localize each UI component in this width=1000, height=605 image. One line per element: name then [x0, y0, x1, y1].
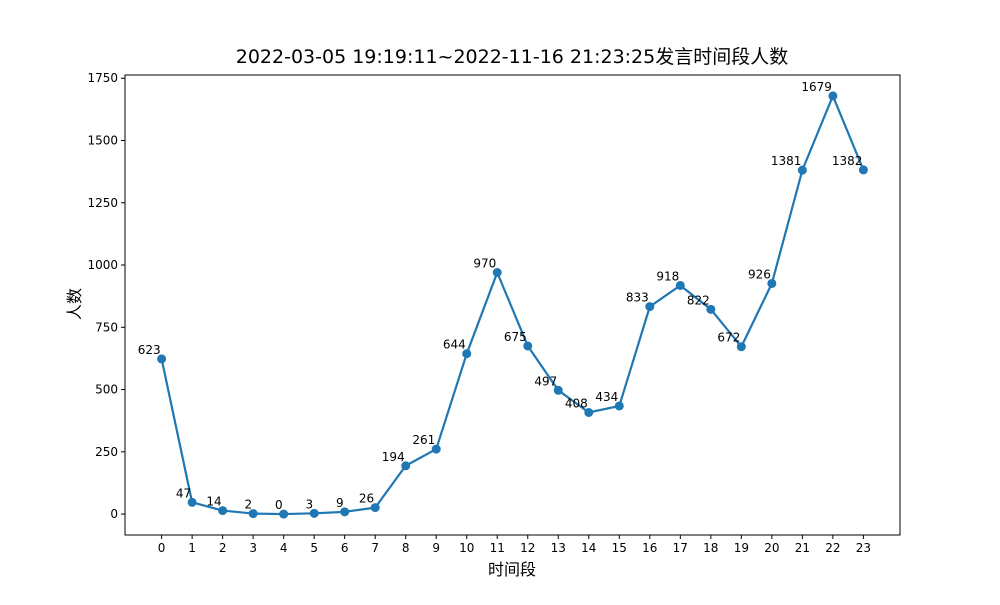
data-point	[401, 461, 411, 471]
data-label: 675	[504, 330, 527, 344]
data-label: 3	[306, 497, 314, 511]
data-point	[523, 341, 533, 351]
data-label: 0	[275, 498, 283, 512]
x-tick-label: 13	[551, 541, 566, 555]
x-tick-label: 4	[280, 541, 288, 555]
data-label: 408	[565, 396, 588, 410]
data-label: 14	[206, 495, 221, 509]
x-tick-label: 11	[490, 541, 505, 555]
x-tick-label: 14	[581, 541, 596, 555]
x-tick-label: 23	[856, 541, 871, 555]
data-label: 1679	[801, 80, 832, 94]
x-tick-label: 19	[734, 541, 749, 555]
data-point	[462, 349, 472, 359]
x-tick-label: 6	[341, 541, 349, 555]
x-tick-label: 22	[825, 541, 840, 555]
data-point	[370, 503, 380, 513]
data-point	[340, 507, 350, 517]
data-label: 672	[717, 331, 740, 345]
data-point	[492, 267, 502, 277]
data-label: 261	[412, 433, 435, 447]
y-tick-label: 1750	[87, 71, 118, 85]
x-tick-label: 0	[158, 541, 166, 555]
data-label: 2	[245, 498, 253, 512]
data-point	[797, 165, 807, 175]
data-point	[828, 91, 838, 101]
data-label: 926	[748, 267, 771, 281]
chart-title: 2022-03-05 19:19:11~2022-11-16 21:23:25发…	[236, 46, 789, 68]
x-tick-label: 20	[764, 541, 779, 555]
x-tick-label: 7	[371, 541, 379, 555]
data-label: 918	[656, 269, 679, 283]
data-label: 644	[443, 338, 466, 352]
plot-frame	[124, 74, 901, 536]
data-point	[767, 278, 777, 288]
x-tick-label: 9	[432, 541, 440, 555]
y-tick-label: 1500	[87, 134, 118, 148]
data-point	[218, 506, 228, 516]
data-point	[279, 509, 289, 519]
x-tick-label: 10	[459, 541, 474, 555]
data-label: 1382	[832, 154, 863, 168]
y-axis-title: 人数	[65, 288, 84, 320]
data-label: 194	[382, 450, 405, 464]
data-label: 970	[473, 256, 496, 270]
y-tick-label: 500	[95, 383, 118, 397]
x-axis-title: 时间段	[488, 560, 536, 579]
data-point	[736, 342, 746, 352]
data-point	[187, 497, 197, 507]
data-point	[309, 508, 319, 518]
x-tick-label: 17	[673, 541, 688, 555]
x-tick-label: 8	[402, 541, 410, 555]
y-tick-label: 750	[95, 320, 118, 334]
y-tick-label: 1250	[87, 196, 118, 210]
y-tick-label: 250	[95, 445, 118, 459]
data-point	[248, 509, 258, 519]
x-tick-label: 2	[219, 541, 227, 555]
x-tick-label: 21	[795, 541, 810, 555]
data-label: 623	[138, 343, 161, 357]
data-point	[431, 444, 441, 454]
data-point	[858, 165, 868, 175]
data-label: 9	[336, 496, 344, 510]
x-tick-label: 18	[703, 541, 718, 555]
x-tick-label: 5	[310, 541, 318, 555]
data-label: 833	[626, 291, 649, 305]
data-label: 1381	[771, 154, 802, 168]
data-point	[584, 407, 594, 417]
x-tick-label: 15	[612, 541, 627, 555]
x-tick-label: 1	[188, 541, 196, 555]
series-line	[160, 94, 865, 516]
y-tick-label: 1000	[87, 258, 118, 272]
data-point	[553, 385, 563, 395]
data-point	[706, 304, 716, 314]
data-label: 47	[176, 486, 191, 500]
data-point	[614, 401, 624, 411]
data-point	[645, 302, 655, 312]
x-tick-label: 12	[520, 541, 535, 555]
data-label: 434	[595, 390, 618, 404]
data-point	[675, 280, 685, 290]
x-tick-label: 3	[249, 541, 257, 555]
data-point	[157, 354, 167, 364]
data-label: 497	[534, 374, 557, 388]
data-label: 822	[687, 293, 710, 307]
x-tick-label: 16	[642, 541, 657, 555]
data-label: 26	[359, 492, 374, 506]
y-tick-label: 0	[110, 507, 118, 521]
